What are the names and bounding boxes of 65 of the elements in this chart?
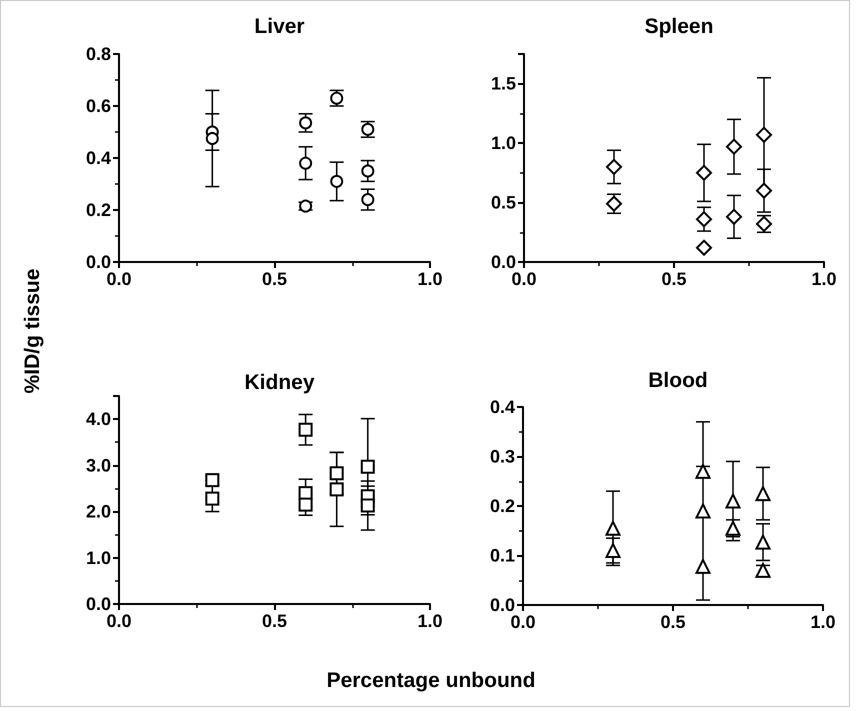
x-axis-title: Percentage unbound — [326, 669, 536, 693]
x-tick-label: 1.0 — [811, 269, 837, 289]
y-tick-label: 0.3 — [490, 446, 515, 466]
y-tick-label: 2.0 — [86, 502, 111, 522]
x-tick-label: 0.0 — [511, 269, 537, 289]
x-tick-label: 1.0 — [417, 611, 443, 631]
y-tick-label: 0.1 — [490, 546, 515, 566]
y-tick-label: 0.4 — [490, 397, 515, 417]
point — [205, 492, 220, 506]
point — [330, 174, 344, 188]
point — [726, 494, 740, 509]
point — [298, 422, 313, 437]
point — [299, 116, 312, 130]
point — [756, 534, 770, 550]
y-tick-label: 1.0 — [86, 548, 111, 568]
y-tick-label: 0.6 — [86, 96, 111, 116]
point — [360, 498, 375, 513]
point — [606, 158, 622, 175]
point — [361, 193, 374, 206]
x-tick-label: 1.0 — [417, 269, 443, 289]
chart-title: Liver — [254, 15, 305, 38]
point — [606, 520, 620, 536]
point — [696, 164, 712, 181]
y-tick-label: 3.0 — [86, 455, 111, 476]
y-tick-label: 0.0 — [490, 252, 516, 272]
x-tick-label: 0.5 — [262, 611, 288, 631]
x-tick-label: 0.0 — [106, 269, 132, 289]
point — [360, 460, 375, 474]
point — [696, 240, 712, 256]
y-tick-label: 0.4 — [86, 148, 111, 168]
y-tick-label: 0.2 — [86, 200, 111, 220]
y-tick-label: 1.0 — [490, 133, 516, 154]
y-tick-label: 0.0 — [86, 252, 111, 272]
chart-title: Blood — [648, 369, 708, 392]
x-tick-label: 0.5 — [661, 269, 687, 289]
point — [606, 543, 620, 558]
y-tick-label: 0.5 — [490, 192, 516, 213]
y-tick-label: 0.0 — [490, 595, 515, 615]
x-tick-label: 1.0 — [810, 612, 836, 632]
point — [756, 486, 770, 502]
point — [361, 164, 374, 178]
point — [206, 132, 219, 145]
point — [696, 503, 710, 518]
x-tick-label: 0.0 — [510, 612, 536, 632]
point — [726, 138, 742, 155]
y-tick-label: 0.8 — [86, 44, 111, 64]
point — [298, 498, 313, 512]
y-tick-label: 0.2 — [490, 496, 515, 516]
point — [330, 482, 344, 496]
point — [696, 211, 712, 228]
y-tick-label: 0.0 — [86, 594, 111, 614]
point — [330, 466, 344, 480]
x-tick-label: 0.0 — [106, 611, 132, 631]
point — [299, 156, 312, 170]
point — [726, 208, 742, 225]
point — [756, 182, 772, 199]
chart-title: Kidney — [244, 371, 315, 394]
x-tick-label: 0.5 — [262, 269, 288, 289]
point — [696, 558, 710, 574]
y-axis-title: %ID/g tissue — [21, 268, 45, 394]
chart-title: Spleen — [644, 15, 714, 38]
point — [756, 126, 772, 143]
y-tick-label: 1.5 — [490, 74, 516, 94]
x-tick-label: 0.5 — [660, 612, 686, 632]
y-tick-label: 4.0 — [86, 409, 111, 430]
